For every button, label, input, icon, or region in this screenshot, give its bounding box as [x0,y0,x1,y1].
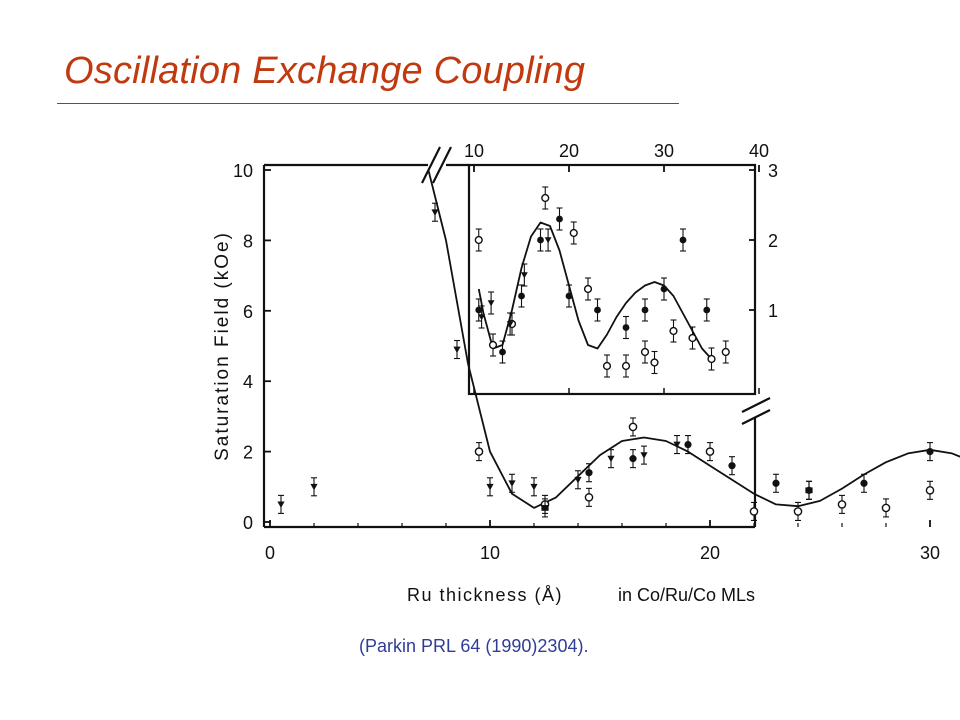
inset-point-filled-triangle [544,237,552,244]
main-point-filled-square [541,505,549,511]
main-point-filled-triangle [673,441,681,449]
main-point-filled-square [805,487,813,494]
inset-point-open-circle [707,354,716,364]
main-point-filled-circle [629,455,637,463]
main-ytick-label: 6 [243,302,253,322]
inset-point-filled-circle [594,306,601,314]
inset-point-filled-circle [518,292,525,300]
inset-point-open-circle [541,193,550,203]
citation: (Parkin PRL 64 (1990)2304). [359,636,589,656]
main-ytick-label: 2 [243,443,253,463]
main-point-filled-triangle [310,483,318,491]
inset-point-filled-circle [537,236,544,244]
main-point-filled-triangle [486,483,494,491]
inset-xtick-label: 20 [559,141,579,161]
inset-point-filled-circle [475,306,483,314]
main-point-open-circle [474,447,484,456]
inset-point-open-circle [474,235,483,245]
main-point-filled-triangle [530,483,538,491]
inset-point-open-circle [640,347,650,357]
main-point-filled-triangle [453,346,461,354]
inset-point-open-circle [721,347,730,357]
main-fit-curve [427,169,960,509]
inset-point-filled-circle [622,324,630,331]
main-point-filled-triangle [277,501,285,508]
main-xtick-label: 10 [480,543,500,563]
inset-point-filled-circle [679,236,687,244]
slide-title: Oscillation Exchange Coupling [64,50,586,92]
main-xtick-label: 20 [700,543,720,563]
inset-point-open-circle [602,361,612,371]
inset-fit-curve [477,221,713,360]
main-ytick-label: 10 [233,161,253,181]
main-ytick-label: 8 [243,231,253,251]
fit-curve-layer [427,169,960,509]
inset-point-filled-circle [556,215,563,223]
main-point-filled-circle [926,448,934,456]
inset-ytick-label: 1 [768,301,778,321]
inset-point-open-circle [569,228,578,238]
inset-ytick-label: 2 [768,231,778,251]
inset-point-open-circle [583,284,593,294]
inset-point-filled-triangle [506,321,514,328]
main-xtick-label: 0 [265,543,275,563]
main-ytick-label: 4 [243,372,253,392]
tick-layer [264,165,931,527]
title-underline [57,103,679,104]
inset-point-open-circle [688,333,697,343]
inset-point-filled-triangle [478,314,485,321]
data-point-layer [277,186,935,521]
main-point-open-circle [793,507,803,516]
inset-frame [467,163,757,396]
inset-point-open-circle [488,340,498,350]
inset-point-filled-circle [660,285,668,293]
axis-break-top [421,146,452,184]
main-xtick-label: 30 [920,543,940,563]
main-point-filled-circle [585,469,593,477]
inset-point-filled-circle [703,306,711,314]
axis-break-right [741,397,771,425]
main-point-filled-circle [728,462,736,470]
main-point-filled-triangle [607,455,615,463]
x-axis-label: Ru thickness (Å) [407,585,563,605]
main-ytick-label: 0 [243,513,253,533]
main-point-open-circle [881,503,891,513]
main-point-filled-triangle [640,452,648,459]
inset-point-filled-triangle [487,300,495,307]
inset-point-open-circle [621,361,631,371]
inset-ytick-label: 3 [768,161,778,181]
main-point-open-circle [837,500,847,509]
inset-point-filled-circle [641,306,649,314]
inset-xtick-label: 10 [464,141,484,161]
main-point-filled-triangle [508,480,516,487]
main-point-open-circle [749,507,759,516]
main-point-filled-triangle [431,209,439,216]
main-point-open-circle [705,447,715,456]
inset-xtick-label: 30 [654,141,674,161]
main-point-filled-circle [772,479,780,487]
inset-point-filled-circle [565,292,573,300]
main-point-open-circle [628,422,638,432]
main-point-filled-circle [684,440,692,449]
main-point-open-circle [925,486,935,495]
inset-point-filled-circle [499,348,506,356]
inset-point-open-circle [669,326,678,336]
main-point-filled-triangle [574,476,582,484]
y-axis-label: Saturation Field (kOe) [212,231,233,461]
inset-point-open-circle [650,358,659,367]
x-axis-label-suffix: in Co/Ru/Co MLs [618,585,755,605]
tick-label-layer: 024681001020304010203040123 [233,141,940,563]
main-point-open-circle [584,493,594,502]
main-point-filled-circle [860,479,868,487]
inset-point-filled-triangle [520,272,528,279]
inset-xtick-label: 40 [749,141,769,161]
